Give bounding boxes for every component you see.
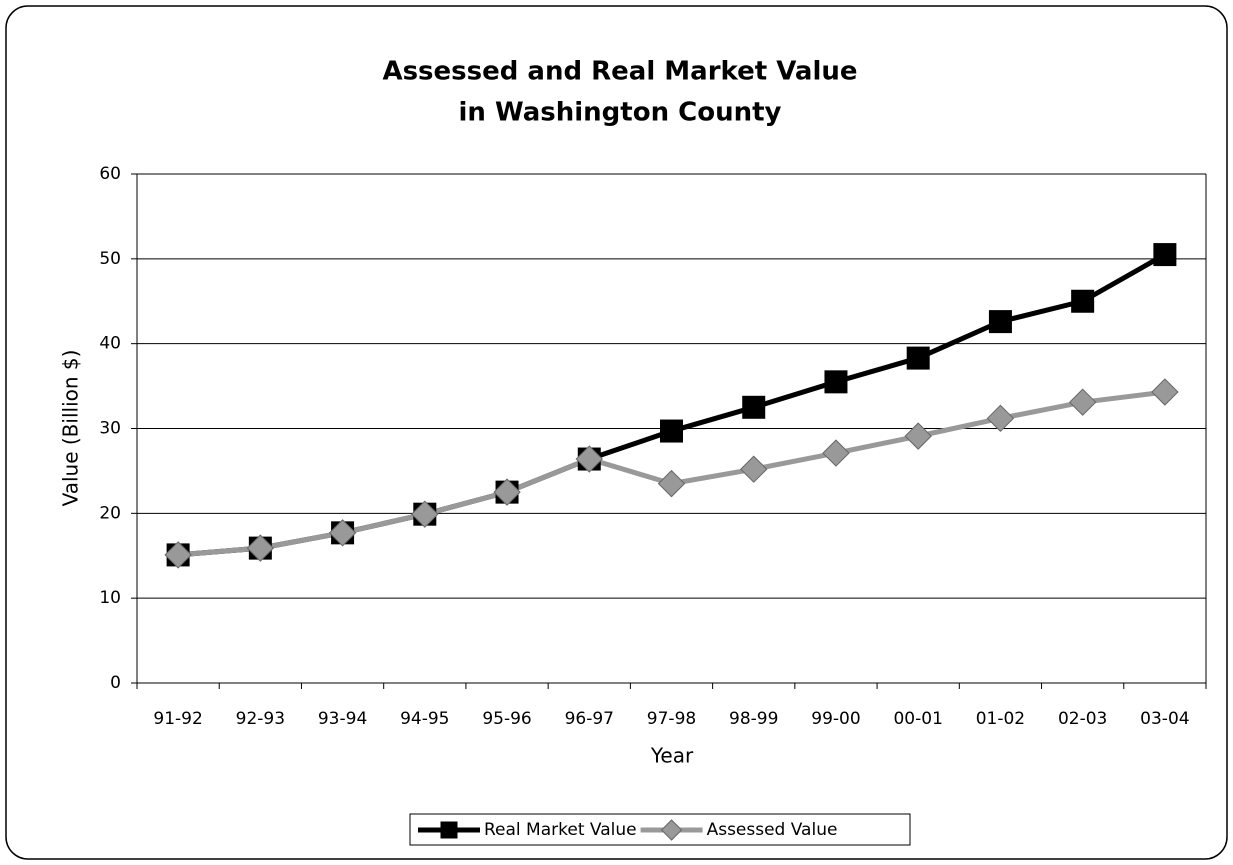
marker (164, 541, 192, 569)
marker (742, 395, 766, 419)
legend-label: Real Market Value (484, 820, 637, 840)
x-tick-label: 02-03 (1058, 709, 1107, 729)
marker (1153, 243, 1177, 267)
marker (740, 455, 768, 483)
marker (822, 439, 850, 467)
y-tick-label: 40 (99, 334, 121, 354)
marker (988, 310, 1012, 334)
y-tick-label: 20 (99, 503, 121, 523)
x-tick-label: 92-93 (236, 709, 285, 729)
marker (986, 404, 1015, 433)
marker (1071, 289, 1095, 313)
x-tick-label: 95-96 (482, 709, 531, 729)
legend-label: Assessed Value (707, 820, 838, 840)
y-tick-label: 60 (99, 164, 121, 184)
marker (440, 821, 458, 839)
y-tick-label: 10 (99, 588, 121, 608)
marker (493, 478, 521, 506)
x-tick-label: 91-92 (153, 709, 202, 729)
x-tick-label: 96-97 (565, 709, 614, 729)
x-tick-label: 03-04 (1140, 709, 1189, 729)
marker (246, 534, 275, 562)
marker (906, 346, 930, 370)
marker (904, 422, 932, 450)
y-tick-label: 0 (110, 673, 121, 693)
marker (411, 500, 439, 528)
y-tick-label: 50 (99, 249, 121, 269)
y-axis-title: Value (Billion $) (59, 350, 83, 507)
marker (824, 370, 848, 394)
marker (328, 519, 357, 547)
x-tick-label: 00-01 (893, 709, 942, 729)
marker (660, 819, 683, 841)
x-tick-label: 98-99 (729, 709, 778, 729)
x-tick-label: 01-02 (976, 709, 1025, 729)
x-tick-label: 99-00 (811, 709, 860, 729)
x-axis-title: Year (650, 744, 694, 768)
x-tick-label: 93-94 (318, 709, 367, 729)
chart-subtitle: in Washington County (459, 98, 782, 128)
marker (657, 469, 686, 498)
marker (575, 445, 603, 473)
x-tick-label: 94-95 (400, 709, 449, 729)
marker (1068, 388, 1097, 416)
y-tick-label: 30 (99, 419, 121, 439)
x-tick-label: 97-98 (647, 709, 696, 729)
marker (660, 419, 683, 443)
marker (1151, 378, 1179, 406)
chart-title: Assessed and Real Market Value (382, 57, 857, 87)
chart-frame (5, 5, 1228, 860)
